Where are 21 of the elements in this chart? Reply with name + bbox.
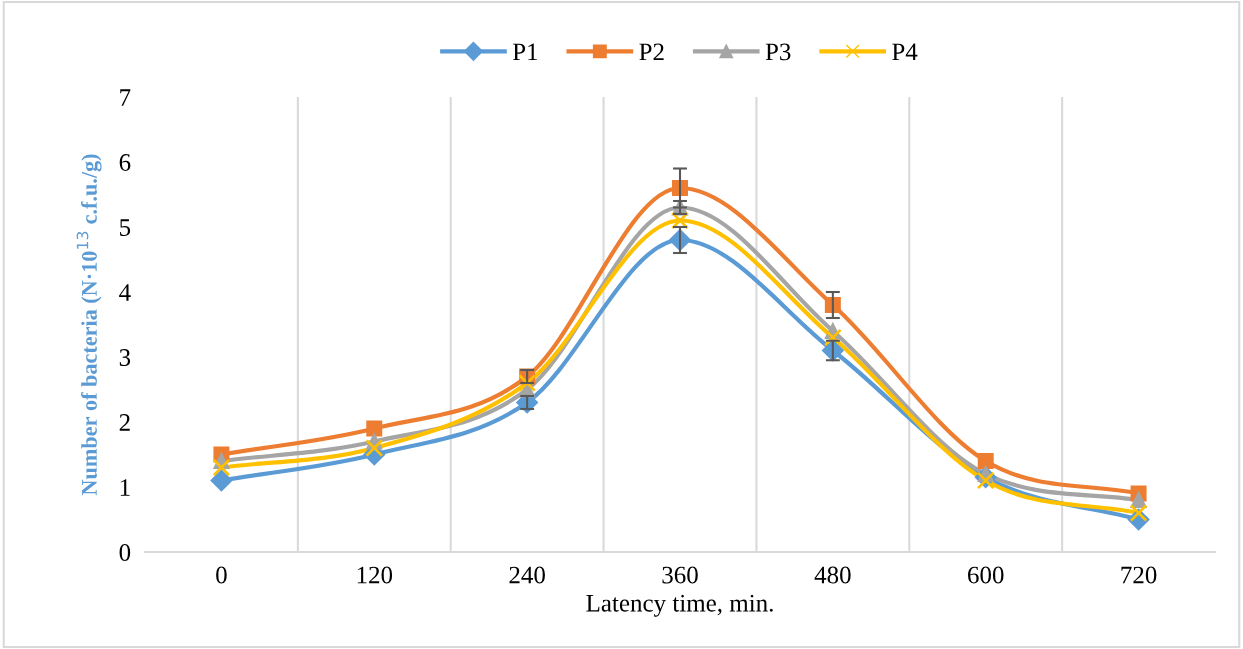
x-tick-label: 600: [968, 566, 1004, 584]
legend-label: P4: [892, 43, 918, 61]
y-tick-label: 6: [119, 154, 131, 171]
x-tick-label: 120: [357, 566, 393, 584]
x-tick-label: 0: [216, 566, 227, 584]
x-tick-label: 480: [814, 566, 851, 584]
y-tick-label: 1: [120, 479, 130, 496]
x-tick-label: 720: [1121, 566, 1157, 584]
legend-label: P3: [765, 43, 791, 61]
legend-label: P2: [639, 43, 664, 61]
legend-label: P1: [512, 43, 538, 61]
y-axis-title: Number of bacteria (N·10$^{13}$ c.f.u./g): [76, 154, 102, 496]
x-tick-label: 240: [509, 566, 545, 584]
x-tick-label: 360: [662, 566, 698, 584]
x-axis-title: Latency time, min.: [586, 594, 773, 617]
y-tick-label: 2: [119, 414, 130, 431]
y-tick-label: 7: [120, 89, 131, 106]
y-tick-label: 3: [119, 349, 131, 366]
y-tick-label: 0: [119, 544, 131, 561]
y-tick-label: 5: [120, 219, 131, 236]
y-tick-label: 4: [119, 284, 131, 301]
